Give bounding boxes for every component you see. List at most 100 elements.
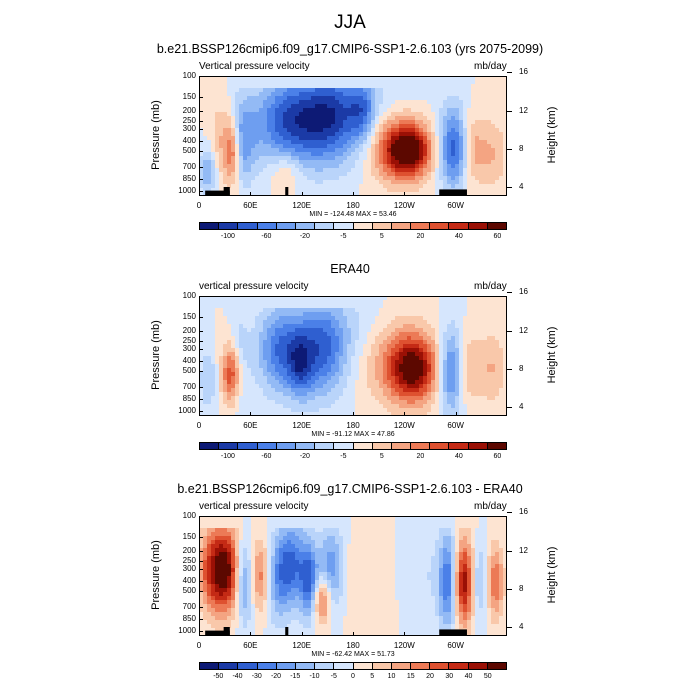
contour-cell <box>219 132 224 137</box>
contour-cell <box>199 520 204 525</box>
contour-cell <box>311 164 316 169</box>
contour-cell <box>203 628 208 633</box>
contour-cell <box>367 156 372 161</box>
contour-cell <box>239 300 244 305</box>
contour-cell <box>423 88 428 93</box>
contour-cell <box>243 88 248 93</box>
contour-cell <box>339 140 344 145</box>
contour-cell <box>483 324 488 329</box>
contour-cell <box>307 156 312 161</box>
contour-cell <box>287 136 292 141</box>
contour-cell <box>395 192 400 196</box>
colorbar-box <box>430 443 450 449</box>
contour-cell <box>295 84 300 89</box>
contour-cell <box>299 348 304 353</box>
contour-cell <box>215 392 220 397</box>
contour-cell <box>451 332 456 337</box>
contour-cell <box>279 320 284 325</box>
contour-cell <box>479 396 484 401</box>
contour-cell <box>367 84 372 89</box>
contour-cell <box>223 336 228 341</box>
contour-cell <box>391 340 396 345</box>
contour-cell <box>283 340 288 345</box>
contour-cell <box>219 388 224 393</box>
colorbar-box <box>487 223 506 229</box>
contour-cell <box>339 96 344 101</box>
contour-cell <box>439 156 444 161</box>
contour-cell <box>239 324 244 329</box>
contour-cell <box>371 400 376 405</box>
contour-cell <box>319 156 324 161</box>
contour-cell <box>287 140 292 145</box>
contour-cell <box>331 380 336 385</box>
contour-cell <box>231 92 236 97</box>
contour-cell <box>215 296 220 301</box>
contour-cell <box>391 176 396 181</box>
contour-cell <box>463 180 468 185</box>
contour-cell <box>323 184 328 189</box>
contour-cell <box>475 372 480 377</box>
contour-cell <box>423 364 428 369</box>
contour-cell <box>211 584 216 589</box>
contour-cell <box>235 160 240 165</box>
contour-cell <box>363 172 368 177</box>
contour-cell <box>451 308 456 313</box>
contour-cell <box>351 356 356 361</box>
contour-cell <box>271 112 276 117</box>
contour-cell <box>203 556 208 561</box>
contour-cell <box>407 380 412 385</box>
contour-cell <box>291 316 296 321</box>
contour-cell <box>355 388 360 393</box>
contour-cell <box>395 164 400 169</box>
contour-cell <box>199 308 204 313</box>
contour-cell <box>219 564 224 569</box>
contour-cell <box>223 528 228 533</box>
contour-cell <box>455 296 460 301</box>
contour-cell <box>247 320 252 325</box>
contour-cell <box>455 396 460 401</box>
contour-cell <box>251 332 256 337</box>
contour-cell <box>431 396 436 401</box>
contour-cell <box>319 296 324 301</box>
left-string: Vertical pressure velocity <box>199 61 310 72</box>
contour-cell <box>247 324 252 329</box>
contour-cell <box>499 376 504 381</box>
contour-cell <box>427 168 432 173</box>
contour-cell <box>335 124 340 129</box>
contour-cell <box>495 368 500 373</box>
contour-cell <box>239 88 244 93</box>
contour-cell <box>419 176 424 181</box>
contour-cell <box>299 308 304 313</box>
contour-cell <box>403 372 408 377</box>
contour-cell <box>279 384 284 389</box>
contour-cell <box>399 148 404 153</box>
contour-cell <box>247 164 252 169</box>
contour-cell <box>483 144 488 149</box>
contour-cell <box>483 320 488 325</box>
contour-cell <box>471 144 476 149</box>
contour-cell <box>215 592 220 597</box>
contour-cell <box>251 404 256 409</box>
contour-cell <box>367 340 372 345</box>
contour-cell <box>487 304 492 309</box>
contour-cell <box>391 316 396 321</box>
y-tick <box>199 167 203 169</box>
contour-cell <box>199 536 204 541</box>
contour-cell <box>343 408 348 413</box>
contour-cell <box>355 324 360 329</box>
contour-cell <box>451 384 456 389</box>
contour-cell <box>455 328 460 333</box>
contour-cell <box>347 180 352 185</box>
contour-cell <box>327 116 332 121</box>
contour-cell <box>499 188 504 193</box>
contour-cell <box>411 296 416 301</box>
contour-cell <box>203 176 208 181</box>
contour-cell <box>379 408 384 413</box>
contour-cell <box>471 388 476 393</box>
contour-cell <box>307 116 312 121</box>
contour-cell <box>355 100 360 105</box>
contour-cell <box>367 376 372 381</box>
contour-cell <box>231 152 236 157</box>
contour-cell <box>327 88 332 93</box>
contour-cell <box>235 168 240 173</box>
